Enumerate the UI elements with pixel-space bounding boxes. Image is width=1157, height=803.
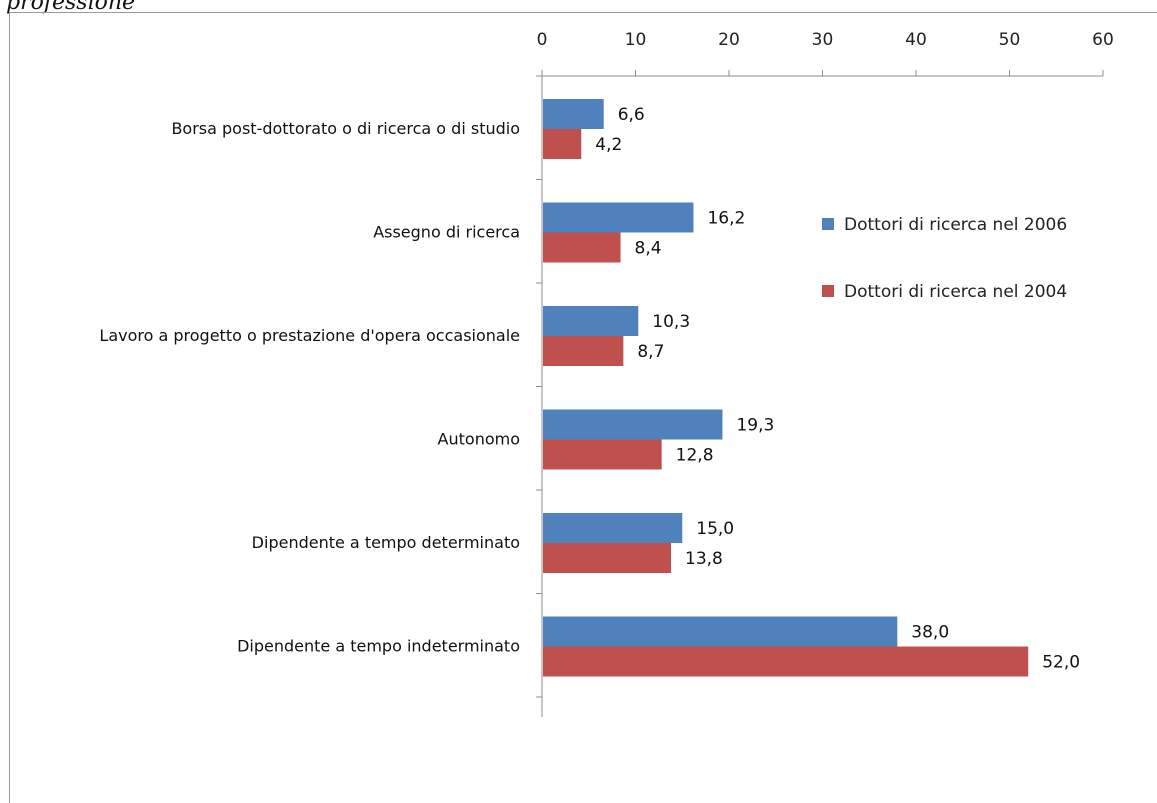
data-label: 16,2 (707, 209, 745, 229)
data-label: 10,3 (652, 312, 690, 332)
bar (543, 439, 662, 470)
chart-frame (9, 12, 1157, 803)
bar (543, 232, 621, 263)
data-label: 15,0 (696, 519, 734, 539)
legend-swatch (822, 218, 834, 230)
category-label: Autonomo (438, 430, 520, 449)
x-tick-label: 50 (999, 30, 1021, 50)
legend-label: Dottori di ricerca nel 2006 (844, 215, 1067, 235)
bar (543, 616, 898, 647)
x-tick-label: 40 (905, 30, 927, 50)
data-label: 19,3 (736, 416, 774, 436)
bar (543, 646, 1029, 677)
data-label: 6,6 (618, 105, 645, 125)
data-label: 52,0 (1042, 653, 1080, 673)
chart-caption: professione (6, 0, 136, 15)
x-tick-label: 60 (1092, 30, 1114, 50)
legend-swatch (822, 285, 834, 297)
data-label: 8,4 (635, 239, 662, 259)
data-label: 13,8 (685, 549, 723, 569)
bar (543, 129, 582, 159)
x-tick-label: 20 (718, 30, 740, 50)
bar (543, 409, 723, 440)
category-label: Dipendente a tempo indeterminato (237, 637, 520, 656)
bar (543, 306, 639, 336)
data-label: 38,0 (911, 623, 949, 643)
bar (543, 543, 672, 573)
data-label: 4,2 (595, 135, 622, 155)
category-label: Dipendente a tempo determinato (252, 533, 520, 552)
legend-label: Dottori di ricerca nel 2004 (844, 282, 1067, 302)
category-label: Lavoro a progetto o prestazione d'opera … (99, 326, 520, 345)
x-tick-label: 0 (537, 30, 548, 50)
category-label: Borsa post-dottorato o di ricerca o di s… (171, 119, 520, 138)
bar (543, 202, 694, 233)
bar (543, 336, 624, 366)
x-tick-label: 10 (625, 30, 647, 50)
bar (543, 99, 604, 129)
data-label: 12,8 (676, 446, 714, 466)
bar (543, 513, 683, 543)
x-tick-label: 30 (812, 30, 834, 50)
category-label: Assegno di ricerca (373, 223, 520, 242)
data-label: 8,7 (637, 342, 664, 362)
